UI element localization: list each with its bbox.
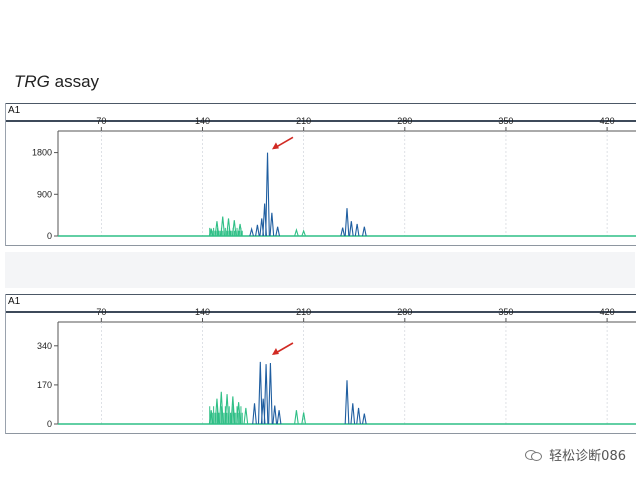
- y-tick-label: 0: [47, 231, 52, 241]
- peak: [257, 361, 263, 425]
- arrow-head: [271, 142, 279, 150]
- watermark: 轻松诊断086: [525, 445, 626, 464]
- x-tick-label: 280: [397, 116, 412, 126]
- peak: [214, 221, 220, 237]
- electropherogram-panel-top: A1 70 140 210 280 350 420 0 900 1800: [5, 103, 636, 246]
- x-tick-label: 210: [296, 116, 311, 126]
- peak: [243, 407, 249, 425]
- electropherogram-plot-top: 70 140 210 280 350 420 0 900 1800: [32, 116, 636, 241]
- peak: [354, 223, 360, 237]
- assay-title: TRG assay: [14, 72, 99, 92]
- x-tick-label: 70: [96, 307, 106, 317]
- peak: [214, 398, 220, 425]
- y-tick-label: 340: [37, 341, 52, 351]
- assay-title-rest: assay: [49, 72, 100, 91]
- x-tick-label: 420: [600, 116, 615, 126]
- x-tick-label: 420: [600, 307, 615, 317]
- panel-body-bottom: 70 140 210 280 350 420 0 170 340: [6, 307, 636, 434]
- peak: [348, 221, 354, 237]
- x-tick-label: 350: [498, 307, 513, 317]
- peak: [268, 363, 273, 425]
- x-tick-label: 280: [397, 307, 412, 317]
- panel-label-bottom: A1: [8, 296, 21, 307]
- peak: [252, 403, 257, 425]
- peak: [259, 218, 265, 237]
- y-tick-label: 900: [37, 189, 52, 199]
- y-tick-label: 1800: [32, 148, 52, 158]
- peak: [356, 407, 361, 425]
- assay-title-italic: TRG: [14, 72, 50, 91]
- peak-cluster-green: [209, 406, 243, 424]
- peak: [249, 226, 254, 237]
- peak: [255, 224, 260, 237]
- x-tick-label: 70: [96, 116, 106, 126]
- peak: [276, 410, 282, 425]
- x-tick-label: 210: [296, 307, 311, 317]
- peak: [344, 380, 350, 425]
- peak: [260, 398, 266, 425]
- peak: [301, 412, 306, 425]
- peak: [262, 203, 267, 237]
- peak: [275, 226, 280, 237]
- peak: [294, 228, 299, 237]
- peak: [362, 226, 367, 237]
- panel-header-top: A1: [6, 103, 636, 122]
- peak: [350, 403, 356, 425]
- peak: [301, 229, 306, 237]
- watermark-text: 轻松诊断086: [549, 449, 626, 464]
- y-tick-label: 0: [47, 419, 52, 429]
- peak: [340, 227, 346, 237]
- peak-cluster-green: [209, 227, 243, 236]
- peak: [226, 218, 231, 237]
- panel-header-bottom: A1: [6, 294, 636, 313]
- peak: [294, 410, 299, 425]
- peak: [269, 212, 275, 237]
- x-tick-label: 140: [195, 307, 210, 317]
- arrow-head: [271, 348, 279, 355]
- electropherogram-plot-bottom: 70 140 210 280 350 420 0 170 340: [37, 307, 636, 429]
- electropherogram-panel-bottom: A1 70 140 210 280 350 420 0 170 340: [5, 294, 636, 434]
- wechat-icon: [525, 448, 543, 462]
- panel-gap: [5, 252, 635, 288]
- peak: [344, 208, 350, 237]
- panel-label-top: A1: [8, 105, 21, 116]
- panel-body-top: 70 140 210 280 350 420 0 900 1800: [6, 116, 636, 246]
- peak: [272, 405, 278, 425]
- peak: [263, 364, 269, 425]
- y-tick-label: 170: [37, 380, 52, 390]
- peak: [361, 413, 367, 425]
- x-tick-label: 350: [498, 116, 513, 126]
- x-tick-label: 140: [195, 116, 210, 126]
- peak: [265, 152, 270, 237]
